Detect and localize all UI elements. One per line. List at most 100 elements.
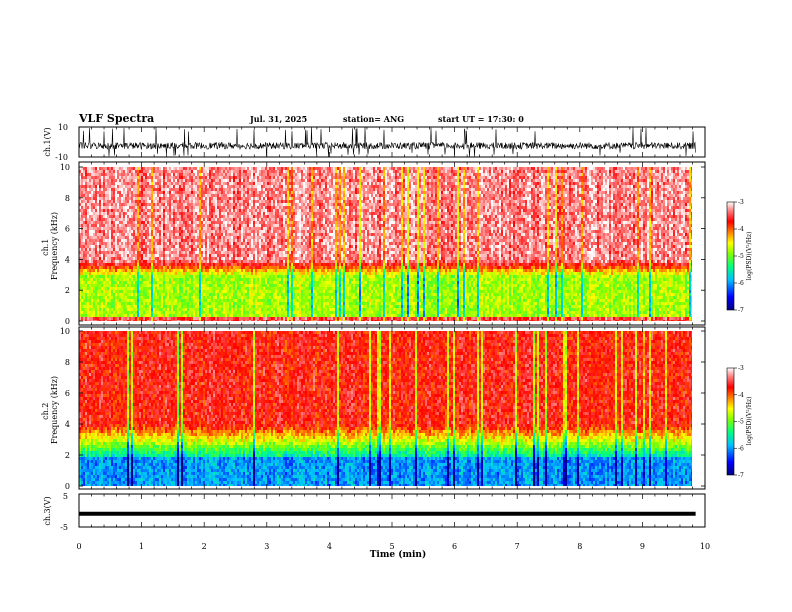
spectrogram-cell [103, 170, 106, 174]
spectrogram-cell [251, 206, 254, 210]
spectrogram-cell [133, 218, 136, 222]
spectrogram-cell [89, 230, 92, 234]
spectrogram-cell [173, 194, 176, 198]
spectrogram-cell [239, 254, 242, 258]
spectrogram-cell [181, 218, 184, 222]
spectrogram-cell [211, 215, 214, 219]
spectrogram-cell [171, 191, 174, 195]
spectrogram-cell [133, 236, 136, 240]
spectrogram-cell [151, 191, 154, 195]
spectrogram-cell [147, 239, 150, 243]
spectrogram-cell [79, 212, 82, 216]
spectrogram-cell [215, 224, 218, 228]
spectrogram-cell [95, 275, 98, 279]
spectrogram-cell [133, 272, 136, 276]
spectrogram-cell [87, 203, 90, 207]
spectrogram-cell [207, 239, 210, 243]
spectrogram-cell [157, 263, 160, 267]
spectrogram-cell [83, 173, 86, 177]
spectrogram-cell [211, 314, 214, 318]
spectrogram-cell [177, 281, 180, 285]
spectrogram-cell [87, 209, 90, 213]
spectrogram-cell [225, 260, 228, 264]
spectrogram-cell [99, 248, 102, 252]
spectrogram-cell [191, 308, 194, 312]
spectrogram-cell [165, 269, 168, 273]
spectrogram-cell [239, 263, 242, 267]
spectrogram-cell [125, 263, 128, 267]
spectrogram-cell [219, 224, 222, 228]
spectrogram-cell [183, 212, 186, 216]
spectrogram-cell [163, 209, 166, 213]
spectrogram-cell [153, 263, 156, 267]
spectrogram-cell [195, 317, 198, 321]
spectrogram-cell [181, 293, 184, 297]
spectrogram-cell [173, 176, 176, 180]
spectrogram-cell [217, 257, 220, 261]
spectrogram-cell [247, 188, 250, 192]
spectrogram-cell [243, 299, 246, 303]
spectrogram-cell [207, 278, 210, 282]
spectrogram-cell [113, 293, 116, 297]
spectrogram-cell [97, 257, 100, 261]
spectrogram-cell [153, 311, 156, 315]
spectrogram-cell [141, 263, 144, 267]
spectrogram-cell [231, 200, 234, 204]
spectrogram-cell [147, 227, 150, 231]
spectrogram-cell [131, 182, 134, 186]
spectrogram-cell [81, 281, 84, 285]
spectrogram-cell [185, 317, 188, 321]
spectrogram-cell [123, 242, 126, 246]
spectrogram-cell [143, 170, 146, 174]
spectrogram-cell [221, 281, 224, 285]
spectrogram-cell [177, 206, 180, 210]
spectrogram-cell [173, 269, 176, 273]
spectrogram-cell [265, 308, 268, 312]
spectrogram-cell [247, 239, 250, 243]
spectrogram-cell [99, 251, 102, 255]
spectrogram-cell [263, 221, 266, 225]
spectrogram-cell [79, 179, 82, 183]
spectrogram-cell [141, 230, 144, 234]
spectrogram-cell [111, 215, 114, 219]
spectrogram-cell [101, 302, 104, 306]
spectrogram-cell [183, 284, 186, 288]
spectrogram-cell [195, 206, 198, 210]
spectrogram-cell [231, 170, 234, 174]
spectrogram-cell [239, 236, 242, 240]
spectrogram-cell [125, 218, 128, 222]
spectrogram-cell [169, 182, 172, 186]
spectrogram-cell [119, 224, 122, 228]
spectrogram-cell [261, 275, 264, 279]
spectrogram-cell [117, 194, 120, 198]
spectrogram-cell [265, 215, 268, 219]
spectrogram-cell [143, 302, 146, 306]
spectrogram-cell [117, 284, 120, 288]
spectrogram-cell [159, 260, 162, 264]
spectrogram-cell [227, 320, 230, 321]
spectrogram-cell [125, 200, 128, 204]
spectrogram-cell [93, 269, 96, 273]
spectrogram-cell [107, 308, 110, 312]
spectrogram-cell [259, 188, 262, 192]
spectrogram-cell [141, 176, 144, 180]
spectrogram-cell [153, 188, 156, 192]
spectrogram-cell [199, 206, 202, 210]
spectrogram-cell [129, 251, 132, 255]
spectrogram-cell [111, 185, 114, 189]
spectrogram-cell [85, 269, 88, 273]
spectrogram-cell [215, 266, 218, 270]
spectrogram-cell [215, 236, 218, 240]
spectrogram-cell [177, 233, 180, 237]
spectrogram-cell [103, 233, 106, 237]
spectrogram-cell [113, 227, 116, 231]
spectrogram-cell [145, 302, 148, 306]
spectrogram-cell [83, 275, 86, 279]
spectrogram-cell [101, 200, 104, 204]
spectrogram-cell [151, 275, 154, 279]
spectrogram-cell [231, 293, 234, 297]
spectrogram-cell [83, 248, 86, 252]
spectrogram-cell [217, 191, 220, 195]
spectrogram-cell [165, 320, 168, 321]
spectrogram-cell [225, 170, 228, 174]
